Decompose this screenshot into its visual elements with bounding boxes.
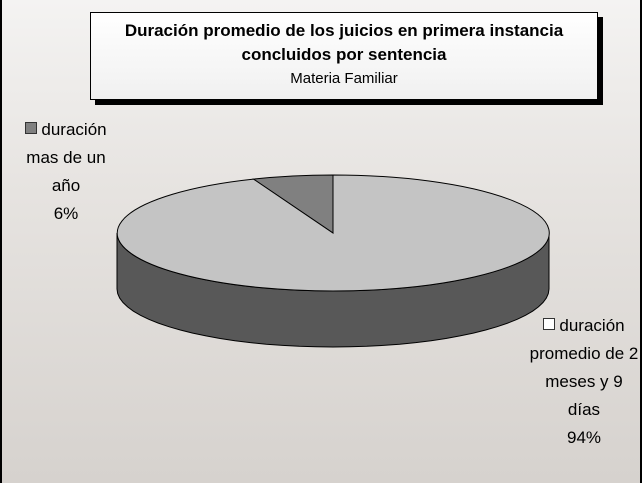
category-label: duración mas de un año bbox=[26, 120, 106, 195]
slice-label: duración mas de un año 6% bbox=[10, 116, 122, 228]
chart-subtitle: Materia Familiar bbox=[91, 69, 597, 89]
value-label: 94% bbox=[567, 428, 601, 447]
slice-label: duración promedio de 2 meses y 9 días 94… bbox=[528, 312, 640, 452]
legend-marker bbox=[543, 318, 555, 330]
chart-title: Duración promedio de los juicios en prim… bbox=[99, 19, 589, 67]
title-box: Duración promedio de los juicios en prim… bbox=[90, 12, 598, 100]
legend-marker bbox=[25, 122, 37, 134]
value-label: 6% bbox=[54, 204, 79, 223]
chart: Duración promedio de los juicios en prim… bbox=[0, 0, 642, 483]
category-label: duración promedio de 2 meses y 9 días bbox=[530, 316, 639, 419]
slice bbox=[117, 175, 549, 291]
